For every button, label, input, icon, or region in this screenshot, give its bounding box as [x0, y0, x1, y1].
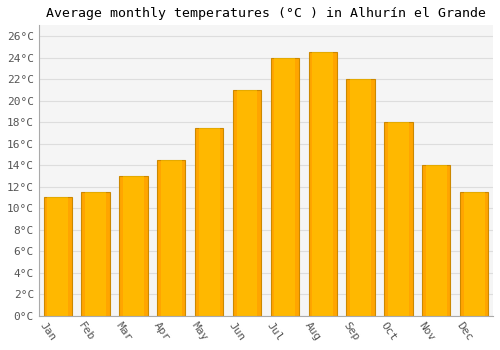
Title: Average monthly temperatures (°C ) in Alhurín el Grande: Average monthly temperatures (°C ) in Al…	[46, 7, 486, 20]
Bar	[350, 79, 371, 316]
Bar	[388, 122, 409, 316]
Bar	[426, 165, 446, 316]
Bar	[233, 90, 261, 316]
Bar	[48, 197, 68, 316]
Bar	[236, 90, 258, 316]
Bar	[157, 160, 186, 316]
Bar	[274, 57, 295, 316]
Bar	[85, 192, 106, 316]
Bar	[384, 122, 412, 316]
Bar	[464, 192, 484, 316]
Bar	[308, 52, 337, 316]
Bar	[44, 197, 72, 316]
Bar	[198, 127, 220, 316]
Bar	[123, 176, 144, 316]
Bar	[460, 192, 488, 316]
Bar	[161, 160, 182, 316]
Bar	[312, 52, 333, 316]
Bar	[195, 127, 224, 316]
Bar	[270, 57, 299, 316]
Bar	[346, 79, 375, 316]
Bar	[119, 176, 148, 316]
Bar	[422, 165, 450, 316]
Bar	[82, 192, 110, 316]
